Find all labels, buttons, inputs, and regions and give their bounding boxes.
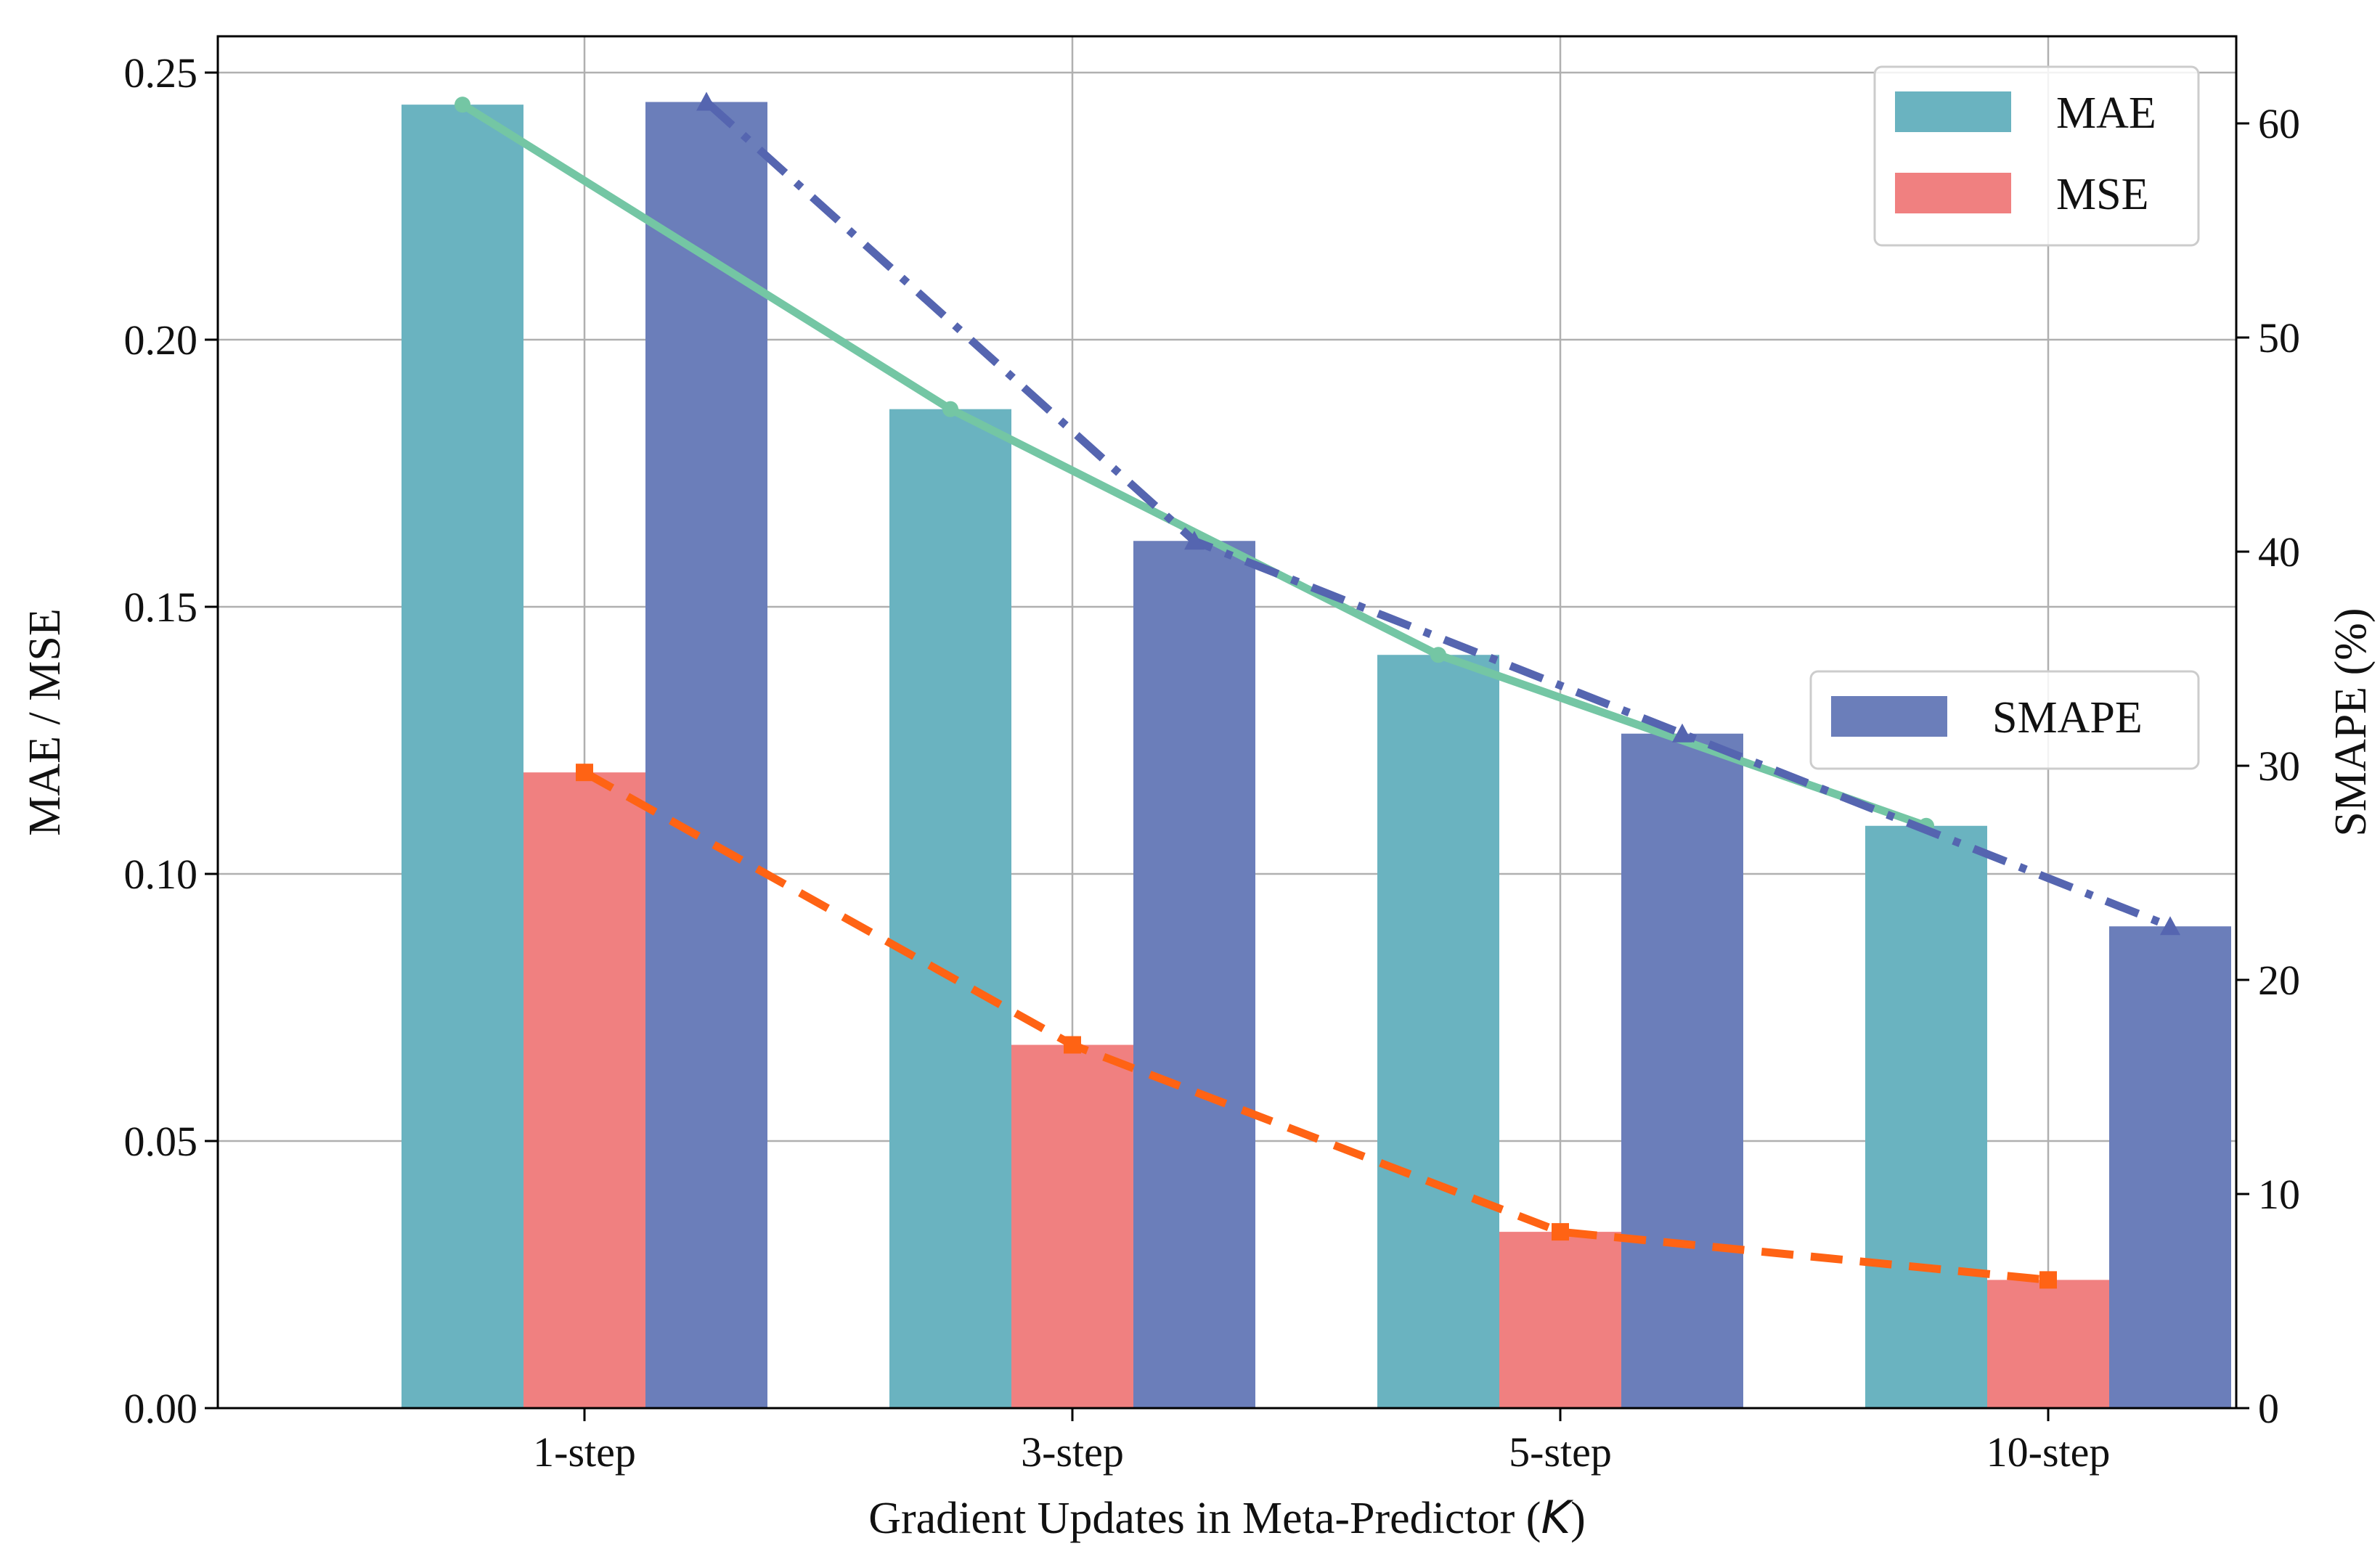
legend-swatch-mae (1895, 91, 2011, 132)
legend-label-mse: MSE (2056, 170, 2148, 219)
line-mse (582, 769, 2049, 1284)
marker-smape (2160, 916, 2180, 936)
bar-mse-3-step (1011, 1044, 1133, 1408)
marker-smape (1184, 531, 1205, 550)
x-tick-label: 10-step (1986, 1428, 2111, 1476)
bar-smape-1-step (645, 102, 767, 1408)
bar-smape-5-step (1621, 733, 1743, 1408)
y-tick-label-left: 0.05 (124, 1118, 198, 1165)
y-tick-label-left: 0.00 (124, 1385, 198, 1432)
trend-lines (455, 91, 2180, 1289)
bar-mae-10-step (1865, 825, 1987, 1408)
marker-mse (576, 764, 593, 782)
y-tick-label-right: 40 (2258, 528, 2300, 576)
bar-mse-10-step (1987, 1280, 2109, 1408)
bar-mae-5-step (1377, 655, 1499, 1408)
y-tick-label-right: 10 (2258, 1171, 2300, 1218)
y-tick-label-right: 60 (2258, 100, 2300, 147)
legend-swatch-mse (1895, 173, 2011, 213)
bar-smape-10-step (2109, 926, 2231, 1408)
bars (402, 102, 2231, 1409)
y-tick-label-right: 50 (2258, 314, 2300, 361)
bar-smape-3-step (1133, 541, 1255, 1408)
x-tick-label: 3-step (1021, 1428, 1124, 1476)
marker-mse (1552, 1223, 1569, 1241)
bar-mae-1-step (402, 105, 523, 1408)
x-tick-label: 5-step (1509, 1428, 1612, 1476)
y-tick-label-left: 0.15 (124, 584, 198, 631)
bar-mse-5-step (1499, 1232, 1621, 1408)
marker-mae (455, 97, 470, 113)
y-tick-label-right: 30 (2258, 743, 2300, 790)
y-tick-label-left: 0.10 (124, 851, 198, 898)
y-axis-label-left: MAE / MSE (20, 608, 70, 835)
y-tick-label-right: 0 (2258, 1385, 2279, 1432)
y-tick-label-left: 0.25 (124, 49, 198, 97)
line-smape (704, 99, 2172, 931)
legend-mae-mse: MAE MSE (1873, 65, 2200, 247)
x-axis-label: Gradient Updates in Meta-Predictor (K) (868, 1491, 1586, 1544)
y-tick-label-left: 0.20 (124, 316, 198, 364)
legend-label-mae: MAE (2056, 89, 2156, 138)
marker-smape (1672, 723, 1692, 743)
y-tick-label-right: 20 (2258, 957, 2300, 1004)
bar-mse-1-step (523, 772, 645, 1408)
marker-mse (2039, 1271, 2057, 1289)
legend-smape: SMAPE (1809, 670, 2200, 770)
y-axis-label-right: SMAPE (%) (2326, 608, 2376, 836)
legend-frame (1809, 670, 2200, 770)
marker-mse (1064, 1036, 1081, 1054)
legend-label-smape: SMAPE (1992, 693, 2143, 743)
legend-swatch-smape (1831, 696, 1947, 737)
marker-mae (942, 401, 958, 417)
x-tick-label: 1-step (533, 1428, 636, 1476)
bar-mae-3-step (889, 409, 1011, 1409)
marker-smape (696, 91, 717, 111)
plot-frame (216, 35, 2238, 1410)
axes: 0.00 0.05 0.10 0.15 0.20 0.25 0 10 20 30 40 50 60 1-s… (124, 49, 2301, 1476)
marker-mae (1430, 647, 1446, 663)
